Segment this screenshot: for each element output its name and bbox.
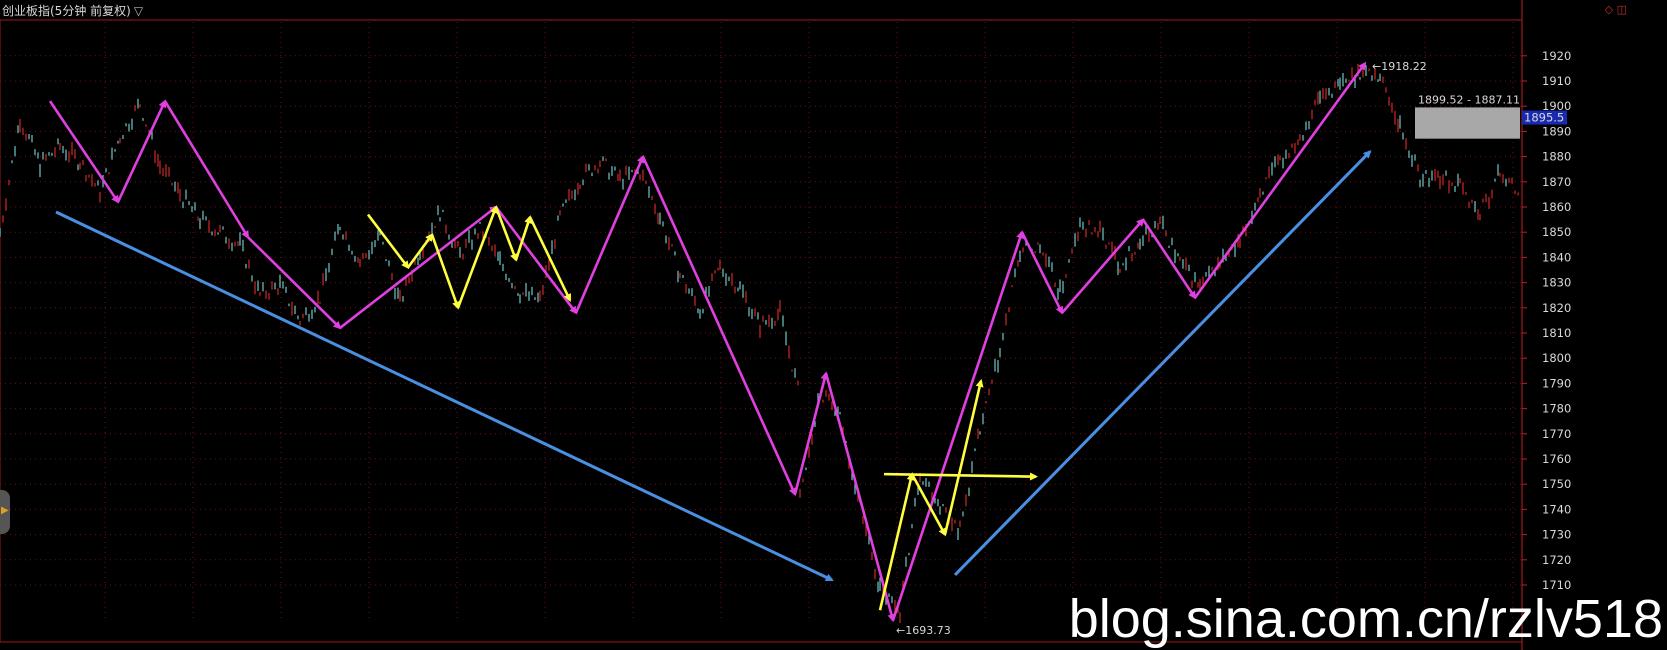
- chevron-down-icon[interactable]: ▽: [133, 4, 144, 18]
- collapse-handle[interactable]: ▶: [0, 490, 10, 534]
- y-tick-label: 1790: [1542, 376, 1571, 390]
- trend-arrow: [528, 216, 572, 303]
- y-tick-label: 1750: [1542, 477, 1571, 491]
- y-tick-label: 1760: [1542, 452, 1571, 466]
- range-box: [1415, 107, 1520, 139]
- chart-title-text: 创业板指(5分钟 前复权): [2, 4, 131, 18]
- range-label: 1899.52 - 1887.11: [1418, 93, 1520, 106]
- chart-title: 创业板指(5分钟 前复权) ▽: [2, 2, 143, 19]
- trend-arrow: [163, 100, 250, 239]
- trend-arrow: [494, 206, 578, 315]
- trend-arrow: [574, 154, 645, 314]
- trend-arrow: [456, 205, 498, 309]
- diamond-icon[interactable]: ◇: [1604, 3, 1614, 16]
- y-tick-label: 1880: [1542, 150, 1571, 164]
- trend-arrow: [247, 236, 342, 330]
- trend-arrow: [366, 213, 410, 270]
- trend-arrow: [878, 472, 915, 611]
- trend-arrow: [910, 473, 947, 537]
- current-price-label: 1895.5: [1524, 111, 1564, 125]
- trend-arrow: [339, 205, 498, 329]
- trend-arrow: [1193, 61, 1367, 299]
- y-tick-label: 1910: [1542, 74, 1571, 88]
- trend-arrow: [494, 206, 518, 262]
- y-tick-label: 1830: [1542, 276, 1571, 290]
- high-label: ←1918.22: [1372, 60, 1427, 73]
- y-tick-label: 1860: [1542, 200, 1571, 214]
- low-label: ←1693.73: [896, 624, 951, 637]
- plot-frame: [0, 19, 1523, 643]
- y-tick-label: 1920: [1542, 49, 1571, 63]
- trend-arrow: [953, 150, 1372, 576]
- y-tick-label: 1870: [1542, 175, 1571, 189]
- trend-arrow: [824, 372, 896, 623]
- trend-arrow: [1020, 231, 1064, 315]
- trend-arrow: [793, 371, 829, 495]
- trend-arrow: [48, 100, 120, 204]
- trend-arrow: [943, 378, 984, 535]
- y-tick-label: 1720: [1542, 553, 1571, 567]
- trend-arrow: [55, 210, 834, 582]
- trend-arrow: [514, 215, 532, 261]
- top-right-icons[interactable]: ◇ ◫: [1605, 3, 1627, 16]
- trend-arrow: [1061, 218, 1145, 314]
- y-tick-label: 1820: [1542, 301, 1571, 315]
- y-tick-label: 1890: [1542, 124, 1571, 138]
- y-tick-label: 1780: [1542, 402, 1571, 416]
- watermark: blog.sina.com.cn/rzlv518: [1068, 589, 1663, 649]
- trend-arrow: [883, 472, 1038, 481]
- trend-arrow: [116, 99, 167, 203]
- trend-arrow: [641, 156, 797, 497]
- y-tick-label: 1740: [1542, 502, 1571, 516]
- y-tick-label: 1840: [1542, 250, 1571, 264]
- trend-arrow: [430, 234, 460, 310]
- trend-arrow: [1141, 218, 1197, 300]
- arrow-right-icon: ▶: [1, 505, 9, 516]
- y-tick-label: 1850: [1542, 225, 1571, 239]
- split-icon[interactable]: ◫: [1616, 3, 1627, 16]
- trend-arrow: [406, 233, 434, 269]
- y-tick-label: 1810: [1542, 326, 1571, 340]
- y-tick-label: 1900: [1542, 99, 1571, 113]
- y-tick-label: 1730: [1542, 528, 1571, 542]
- y-tick-label: 1710: [1542, 578, 1571, 592]
- y-tick-label: 1800: [1542, 351, 1571, 365]
- y-tick-label: 1770: [1542, 427, 1571, 441]
- current-price-tag-bg: [1522, 110, 1567, 125]
- trend-arrow: [891, 230, 1024, 621]
